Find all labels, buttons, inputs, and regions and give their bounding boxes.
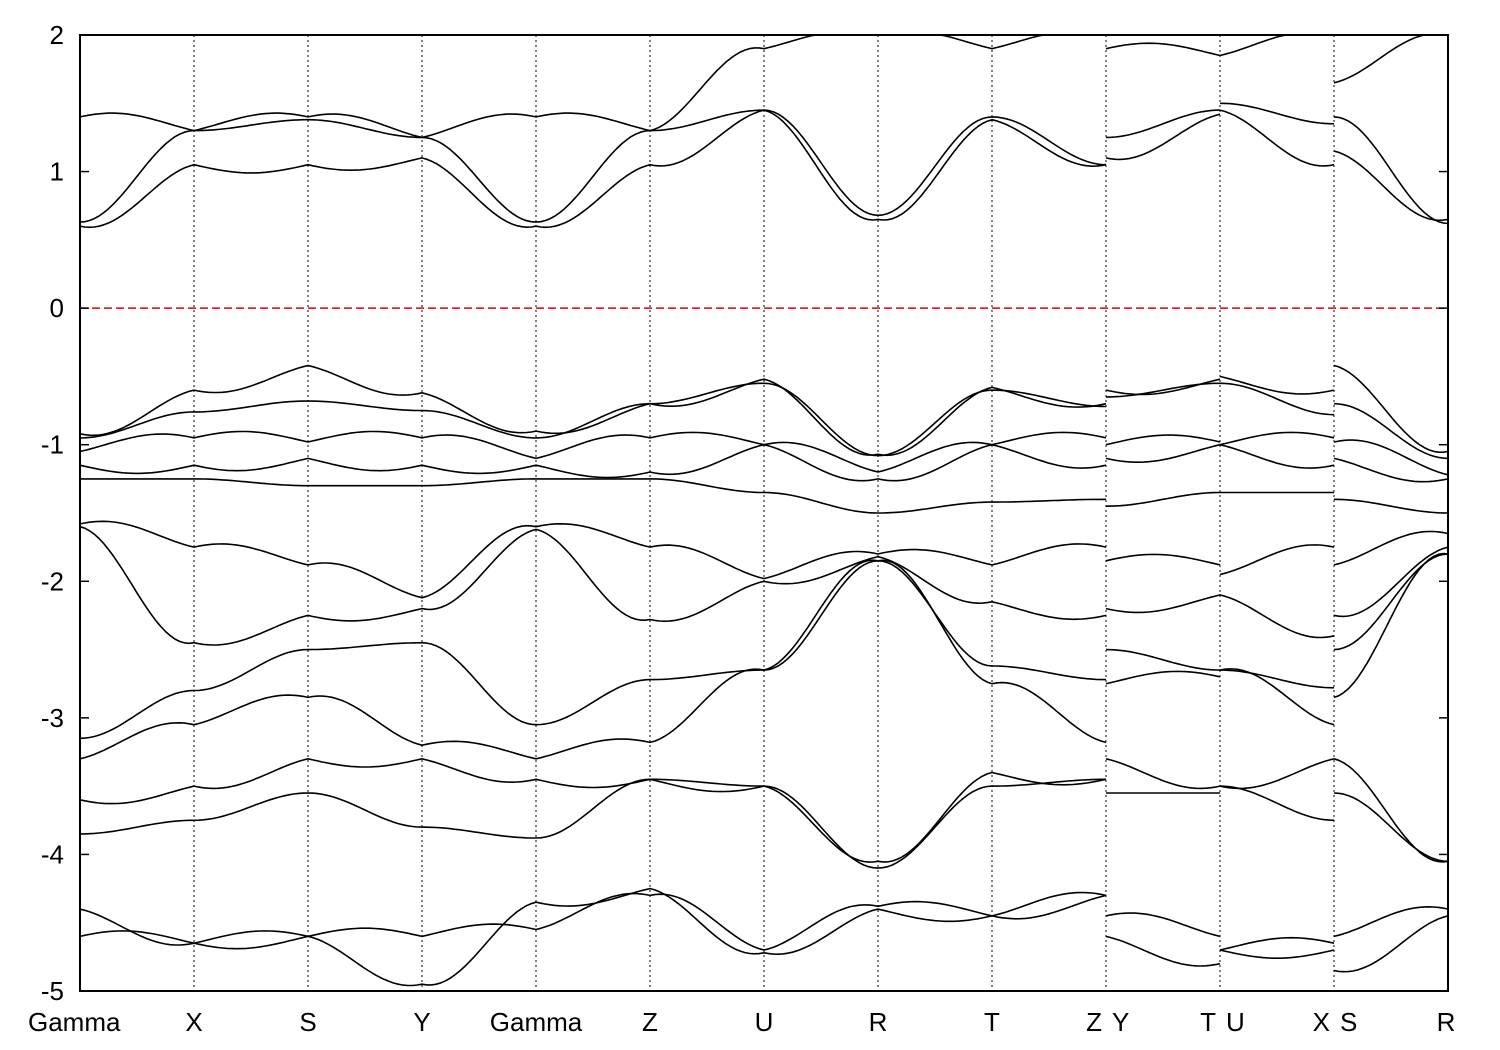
x-axis: Gamma X S Y Gamma Z U R T Z Y T U X S R [28,1007,1455,1037]
x-tick-label: Gamma [490,1007,583,1037]
band-line [79,553,1449,740]
high-symmetry-lines [193,35,1335,991]
bands-layer [79,34,1449,987]
x-tick-label: Y [1112,1007,1129,1037]
x-tick-label: X [185,1007,202,1037]
x-tick-label: U [755,1007,774,1037]
x-tick-label: Gamma [28,1007,121,1037]
x-tick-label: Z [642,1007,658,1037]
x-tick-label: U [1226,1007,1245,1037]
x-tick-label: R [869,1007,888,1037]
plot-frame [79,34,1449,992]
x-tick-label: S [1340,1007,1357,1037]
band-line [79,430,1449,476]
band-line [79,525,1449,646]
y-axis: -5 -4 -3 -2 -1 0 1 2 [41,20,1448,1006]
x-tick-label: X [1313,1007,1330,1037]
x-tick-label: Y [413,1007,430,1037]
y-tick-label: -3 [41,703,64,733]
band-line [79,443,1449,483]
x-tick-label: T [1200,1007,1216,1037]
y-tick-label: 0 [50,293,64,323]
x-tick-label: S [299,1007,316,1037]
x-tick-label: R [1437,1007,1456,1037]
band-line [79,34,1448,139]
band-line [79,887,1449,987]
band-line [80,778,1449,869]
y-tick-label: -4 [41,839,64,869]
band-line [79,382,1449,460]
band-line [79,758,1449,863]
band-line [79,109,1449,229]
x-tick-label: T [984,1007,1000,1037]
y-tick-label: 1 [50,157,64,187]
band-line [80,478,1449,514]
y-tick-label: -1 [41,430,64,460]
y-tick-label: -2 [41,566,64,596]
band-line [79,552,1449,760]
y-tick-label: -5 [41,976,64,1006]
y-tick-label: 2 [50,20,64,50]
band-line [79,520,1449,599]
band-line [79,102,1449,225]
band-line [79,364,1449,457]
x-tick-label: Z [1086,1007,1102,1037]
